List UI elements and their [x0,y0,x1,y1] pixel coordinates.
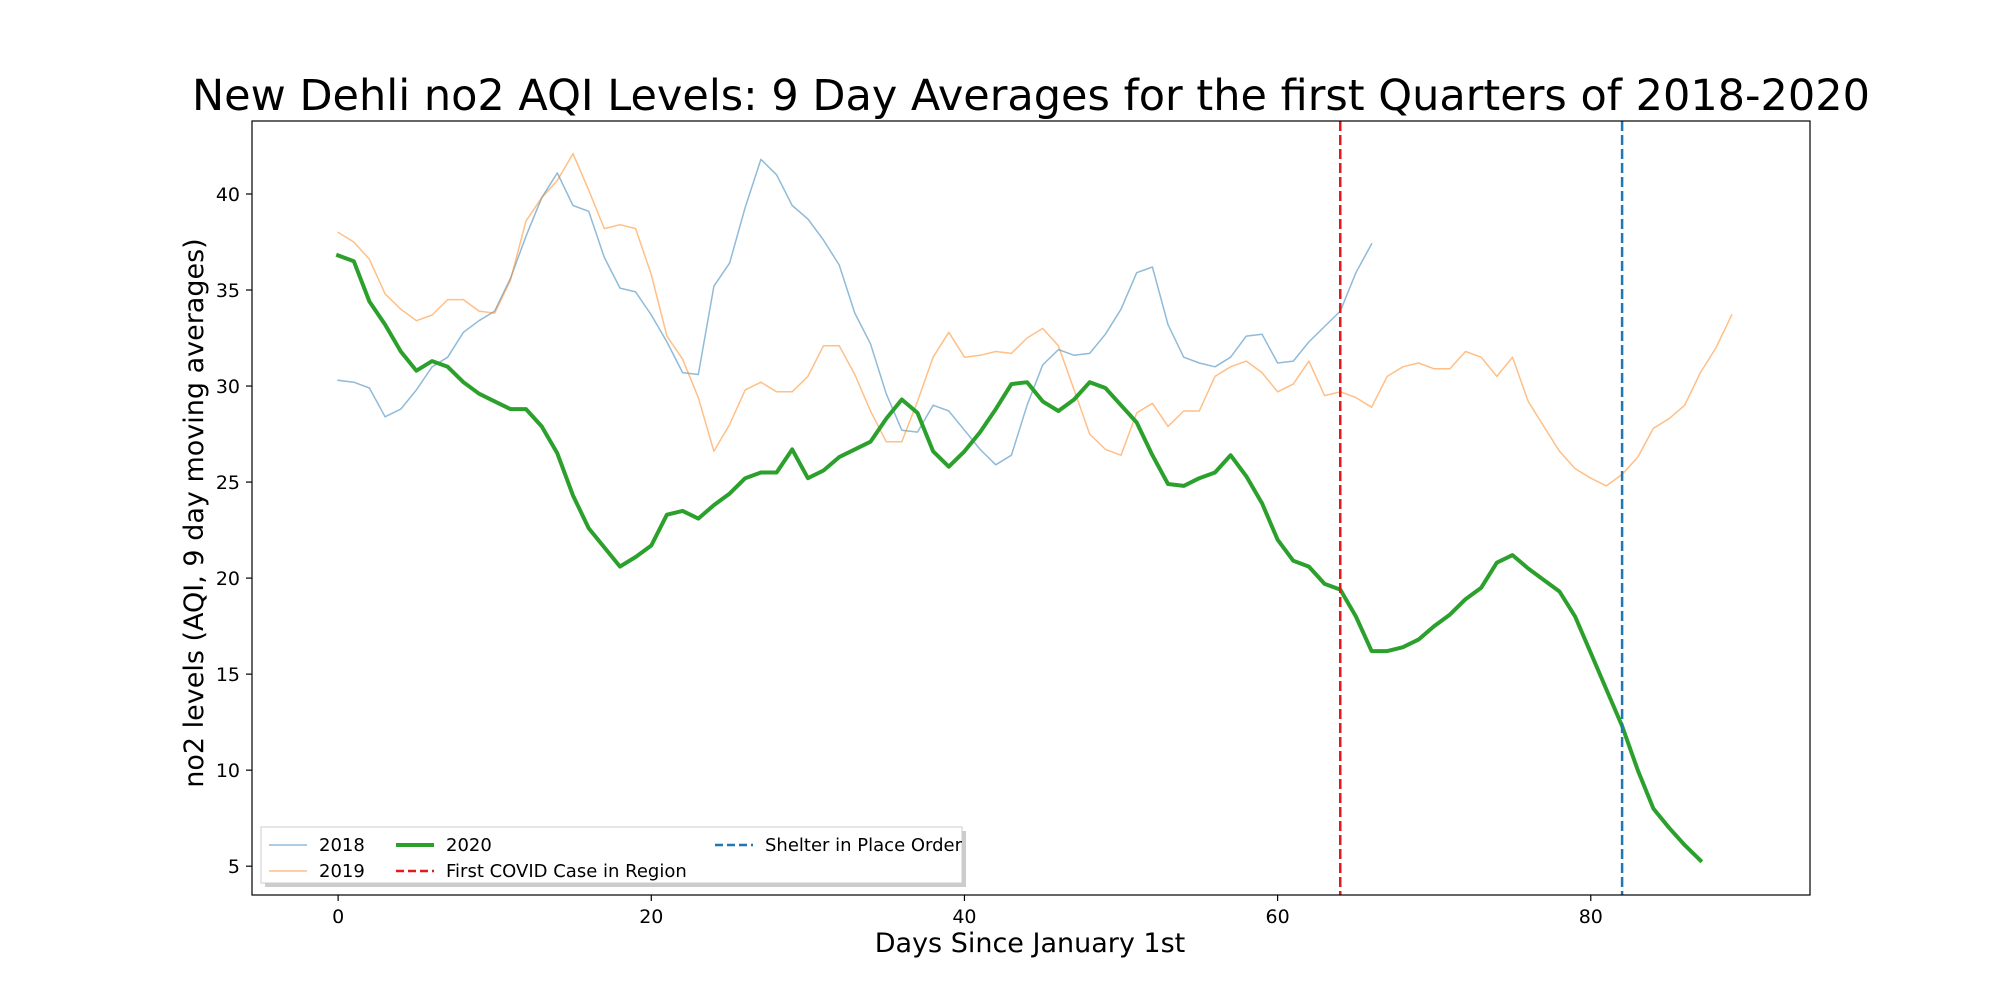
chart-title: New Dehli no2 AQI Levels: 9 Day Averages… [192,71,1870,121]
y-tick-label: 15 [216,664,240,686]
axes-frame [251,120,1811,896]
x-tick-label: 60 [1266,906,1290,928]
legend-label: First COVID Case in Region [446,861,687,882]
y-axis-label: no2 levels (AQI, 9 day moving averages) [179,238,210,787]
y-tick-label: 20 [216,568,240,590]
legend: 2018 2019 2020 First COVID Case in Region Sh… [260,826,966,887]
legend-label: 2019 [319,861,365,882]
y-tick-label: 40 [216,184,240,206]
y-tick-label: 35 [216,280,240,302]
x-tick-label: 40 [952,906,976,928]
x-tick-label: 20 [639,906,663,928]
y-tick-label: 25 [216,472,240,494]
series-line-2020 [335,252,1704,864]
y-tick-label: 30 [216,376,240,398]
y-tick-label: 10 [216,760,240,782]
x-tick-label: 80 [1579,906,1603,928]
legend-label: 2020 [446,835,492,856]
x-axis-label: Days Since January 1st [875,928,1186,959]
legend-label: Shelter in Place Order [765,835,963,856]
plot-area: 0 20 40 60 80 5 10 15 20 25 30 35 40 [216,120,1811,928]
legend-label: 2018 [319,835,365,856]
legend-box [260,826,963,884]
y-tick-label: 5 [228,856,240,878]
series-line-2019 [337,152,1733,487]
x-tick-label: 0 [332,906,344,928]
